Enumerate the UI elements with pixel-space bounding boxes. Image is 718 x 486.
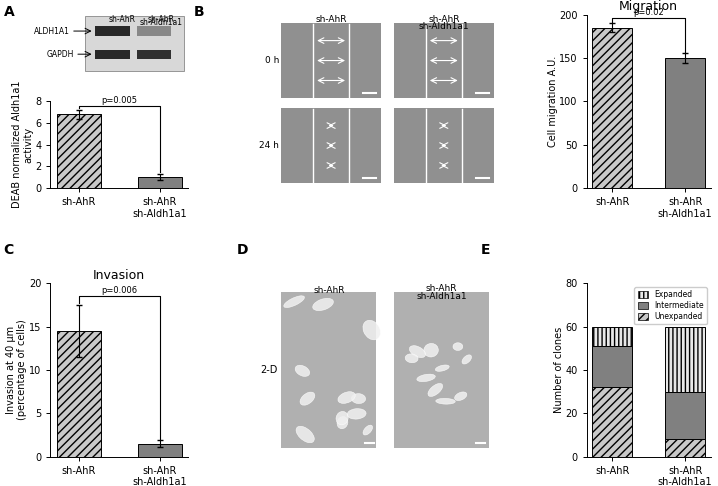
- Ellipse shape: [436, 399, 455, 404]
- Ellipse shape: [462, 355, 472, 364]
- Ellipse shape: [336, 412, 348, 425]
- Ellipse shape: [300, 392, 314, 405]
- FancyBboxPatch shape: [394, 23, 493, 98]
- Text: A: A: [4, 5, 14, 19]
- Bar: [665, 439, 705, 457]
- Ellipse shape: [338, 392, 355, 403]
- Ellipse shape: [428, 383, 442, 397]
- Text: 24 h: 24 h: [259, 141, 279, 150]
- Text: 0 h: 0 h: [265, 56, 279, 65]
- Bar: [665, 392, 705, 439]
- Text: p=0.006: p=0.006: [101, 286, 137, 295]
- Bar: [138, 444, 182, 457]
- Ellipse shape: [348, 409, 366, 419]
- Text: sh-AhR: sh-AhR: [426, 284, 457, 293]
- Text: sh-AhR: sh-AhR: [147, 15, 174, 24]
- Y-axis label: Cell migration A.U.: Cell migration A.U.: [548, 56, 558, 147]
- Ellipse shape: [409, 346, 426, 358]
- FancyBboxPatch shape: [136, 26, 171, 35]
- Text: E: E: [481, 243, 490, 257]
- Text: ALDH1A1: ALDH1A1: [34, 27, 70, 35]
- Text: C: C: [4, 243, 14, 257]
- Text: GAPDH: GAPDH: [47, 50, 74, 59]
- Text: sh-Aldh1a1: sh-Aldh1a1: [139, 18, 182, 27]
- Y-axis label: Invasion at 40 μm
(percentage of cells): Invasion at 40 μm (percentage of cells): [6, 320, 27, 420]
- Bar: [592, 28, 633, 188]
- Ellipse shape: [313, 298, 333, 311]
- Ellipse shape: [337, 417, 348, 429]
- Y-axis label: DEAB normalized Aldh1a1
activity: DEAB normalized Aldh1a1 activity: [12, 81, 34, 208]
- Text: sh-AhR: sh-AhR: [428, 16, 460, 24]
- FancyBboxPatch shape: [394, 292, 489, 448]
- Bar: [592, 387, 633, 457]
- Text: sh-Aldh1a1: sh-Aldh1a1: [416, 292, 467, 301]
- Text: p=0.02: p=0.02: [633, 8, 664, 17]
- Text: sh-AhR: sh-AhR: [315, 16, 347, 24]
- Ellipse shape: [454, 392, 467, 400]
- FancyBboxPatch shape: [281, 108, 381, 183]
- Y-axis label: Number of clones: Number of clones: [554, 327, 564, 413]
- Text: sh-AhR: sh-AhR: [108, 15, 136, 24]
- Bar: [665, 327, 705, 392]
- Ellipse shape: [424, 344, 439, 357]
- Ellipse shape: [363, 425, 373, 435]
- Ellipse shape: [363, 320, 381, 340]
- FancyBboxPatch shape: [85, 17, 185, 70]
- Ellipse shape: [351, 394, 365, 403]
- Ellipse shape: [435, 365, 449, 371]
- Text: sh-AhR: sh-AhR: [313, 286, 345, 295]
- Ellipse shape: [296, 426, 314, 443]
- Text: D: D: [237, 243, 248, 257]
- Title: Invasion: Invasion: [93, 269, 145, 282]
- Ellipse shape: [295, 365, 309, 376]
- Bar: [592, 327, 633, 347]
- Legend: Expanded, Intermediate, Unexpanded: Expanded, Intermediate, Unexpanded: [635, 287, 707, 324]
- Text: B: B: [194, 5, 205, 19]
- FancyBboxPatch shape: [95, 26, 130, 35]
- Ellipse shape: [405, 354, 418, 363]
- FancyBboxPatch shape: [281, 23, 381, 98]
- FancyBboxPatch shape: [95, 50, 130, 59]
- Bar: [57, 114, 101, 188]
- Ellipse shape: [453, 343, 463, 350]
- Bar: [57, 331, 101, 457]
- Ellipse shape: [417, 374, 435, 382]
- Text: sh-Aldh1a1: sh-Aldh1a1: [419, 22, 469, 32]
- Bar: [592, 347, 633, 387]
- FancyBboxPatch shape: [281, 292, 376, 448]
- FancyBboxPatch shape: [394, 108, 493, 183]
- Text: p=0.005: p=0.005: [101, 96, 137, 105]
- Title: Migration: Migration: [619, 0, 679, 14]
- Bar: [138, 177, 182, 188]
- FancyBboxPatch shape: [136, 50, 171, 59]
- Text: 2-D: 2-D: [261, 365, 278, 375]
- Bar: [665, 58, 705, 188]
- Ellipse shape: [284, 296, 304, 308]
